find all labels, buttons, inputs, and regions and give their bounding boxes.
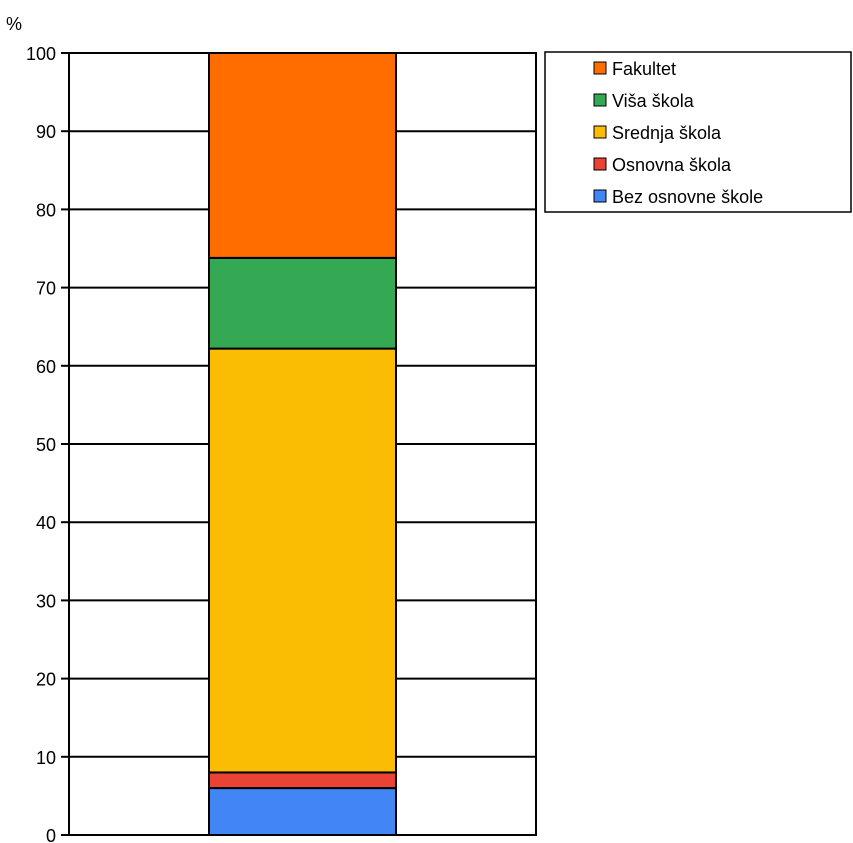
plot-frame [68, 52, 537, 836]
y-axis-unit-label: % [6, 14, 22, 34]
y-tick-label: 40 [36, 513, 56, 533]
legend-swatch [593, 93, 607, 107]
y-tick-label: 30 [36, 591, 56, 611]
legend-label: Viša škola [612, 91, 695, 111]
legend-swatch [593, 189, 607, 203]
bar-stack [208, 52, 397, 837]
y-tick-label: 50 [36, 435, 56, 455]
legend-label: Fakultet [612, 59, 676, 79]
y-tick-label: 70 [36, 279, 56, 299]
bar-segment-3 [208, 347, 397, 774]
legend-label: Bez osnovne škole [612, 187, 763, 207]
y-tick-label: 60 [36, 357, 56, 377]
legend-label: Srednja škola [612, 123, 722, 143]
y-tick-label: 100 [26, 44, 56, 64]
bar-segment-4 [208, 256, 397, 350]
y-tick-label: 0 [46, 826, 56, 843]
y-tick-label: 10 [36, 748, 56, 768]
legend-label: Osnovna škola [612, 155, 732, 175]
y-tick-label: 90 [36, 122, 56, 142]
legend-swatch [593, 125, 607, 139]
legend-swatch [593, 61, 607, 75]
y-tick-label: 80 [36, 200, 56, 220]
y-tick-label: 20 [36, 670, 56, 690]
bar-segment-2 [208, 771, 397, 790]
y-axis-ticks: 0 10 20 30 40 50 60 70 80 90 100 [26, 44, 69, 843]
legend: Fakultet Viša škola Srednja škola Osnovna š… [544, 51, 852, 213]
bar-segment-1 [208, 787, 397, 837]
legend-swatch [593, 157, 607, 171]
bar-segment-5 [208, 52, 397, 259]
